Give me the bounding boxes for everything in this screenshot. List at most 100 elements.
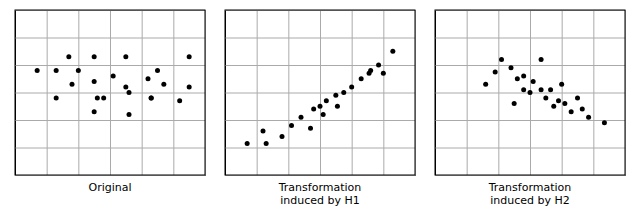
y-grid-line — [225, 38, 415, 39]
y-grid-line — [225, 120, 415, 121]
point — [543, 96, 548, 101]
y-grid-line — [15, 93, 205, 94]
point — [111, 74, 116, 79]
y-grid-line — [435, 120, 625, 121]
plot-frame — [225, 10, 415, 175]
y-grid-line — [435, 148, 625, 149]
y-axis — [435, 11, 625, 176]
panel: Transformationinduced by H1 — [225, 10, 416, 207]
panel-title: Original — [88, 181, 131, 194]
y-grid-line — [15, 65, 205, 66]
point — [92, 54, 97, 59]
y-grid-line — [435, 38, 625, 39]
y-tick — [15, 148, 205, 149]
point — [333, 93, 338, 98]
y-tick — [225, 93, 415, 94]
chart: Original Transformationinduced by H1 Trans… — [0, 0, 640, 219]
point — [187, 54, 192, 59]
y-axis — [15, 11, 205, 176]
y-grid-line — [225, 65, 415, 66]
point — [261, 129, 266, 134]
point — [155, 68, 160, 73]
point — [483, 82, 488, 87]
point — [177, 98, 182, 103]
point — [335, 104, 340, 109]
point — [531, 79, 536, 84]
point — [521, 87, 526, 92]
point — [548, 87, 553, 92]
point — [586, 115, 591, 120]
point — [359, 76, 364, 81]
point — [349, 85, 354, 90]
points — [35, 54, 192, 117]
point — [381, 71, 386, 76]
point — [264, 141, 269, 146]
point — [324, 98, 329, 103]
x-axis — [226, 10, 416, 176]
y-tick — [225, 65, 415, 66]
point — [341, 90, 346, 95]
y-grid-line — [15, 38, 205, 39]
point — [515, 76, 520, 81]
point — [187, 85, 192, 90]
y-tick — [435, 38, 625, 39]
point — [521, 74, 526, 79]
panel-title: Transformationinduced by H1 — [278, 181, 362, 207]
point — [367, 71, 372, 76]
point — [512, 101, 517, 106]
point — [390, 49, 395, 54]
point — [101, 96, 106, 101]
point — [280, 134, 285, 139]
point — [308, 126, 313, 131]
y-tick — [15, 93, 205, 94]
y-grid-line — [225, 148, 415, 149]
y-tick — [225, 38, 415, 39]
point — [528, 90, 533, 95]
point — [539, 87, 544, 92]
plot-frame — [15, 10, 205, 175]
point — [92, 109, 97, 114]
point — [123, 85, 128, 90]
point — [321, 112, 326, 117]
point — [311, 107, 316, 112]
y-grid-line — [15, 120, 205, 121]
point — [493, 69, 498, 74]
point — [146, 76, 151, 81]
point — [499, 57, 504, 62]
y-grid-line — [225, 93, 415, 94]
point — [556, 98, 561, 103]
y-tick — [225, 148, 415, 149]
panel-title: Transformationinduced by H2 — [488, 181, 572, 207]
x-axis — [436, 10, 626, 176]
y-tick — [15, 38, 205, 39]
point — [95, 96, 100, 101]
panel: Transformationinduced by H2 — [435, 10, 626, 207]
y-tick — [435, 120, 625, 121]
y-grid-line — [15, 148, 205, 149]
y-tick — [15, 120, 205, 121]
panel: Original — [15, 10, 206, 194]
plot-frame — [435, 10, 625, 175]
point — [562, 101, 567, 106]
point — [149, 96, 154, 101]
point — [76, 68, 81, 73]
y-grid-line — [435, 65, 625, 66]
point — [376, 63, 381, 68]
point — [54, 68, 59, 73]
point — [299, 115, 304, 120]
point — [92, 79, 97, 84]
point — [569, 109, 574, 114]
point — [602, 120, 607, 125]
point — [509, 65, 514, 70]
point — [127, 90, 132, 95]
point — [289, 123, 294, 128]
point — [70, 82, 75, 87]
point — [575, 96, 580, 101]
points — [483, 57, 607, 125]
point — [318, 104, 323, 109]
y-tick — [435, 148, 625, 149]
y-tick — [15, 65, 205, 66]
point — [149, 96, 154, 101]
point — [559, 82, 564, 87]
point — [123, 54, 128, 59]
